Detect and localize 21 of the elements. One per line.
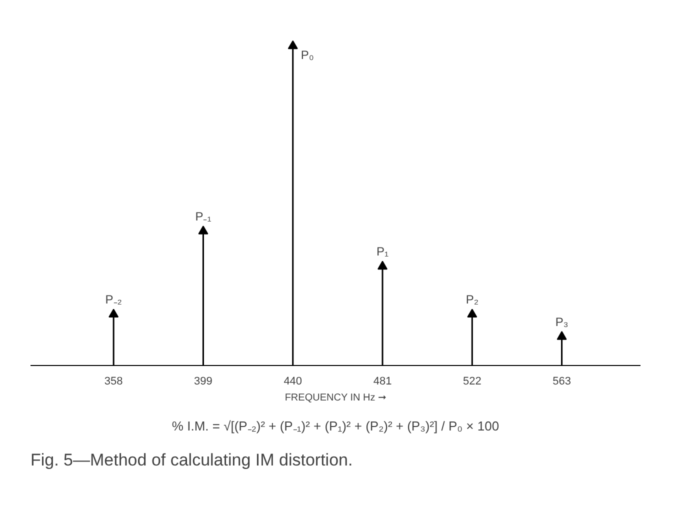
- x-tick-label: 563: [552, 376, 571, 388]
- x-tick-label: 481: [373, 376, 392, 388]
- point: [198, 226, 208, 234]
- annotation: P₋₁: [195, 209, 212, 224]
- x-tick-label: 399: [194, 376, 212, 388]
- point: [288, 40, 298, 50]
- x-tick-label: 440: [284, 376, 302, 388]
- point: [378, 260, 388, 270]
- point: [556, 331, 567, 340]
- x-tick-label: 522: [462, 376, 482, 388]
- annotation: P₃: [555, 314, 568, 329]
- x-axis-title: FREQUENCY IN Hz ➞: [284, 392, 386, 404]
- text: Fig. 5—Method of calculating IM distortion.: [30, 450, 353, 470]
- point: [108, 308, 119, 318]
- point: [467, 308, 478, 318]
- x-tick-label: 358: [104, 376, 123, 388]
- annotation: P₂: [466, 292, 479, 306]
- text: % I.M. = √[(P₋₂)² + (P₋₁)² + (P₁)² + (P₂)² + (P₃)²] / P₀ × 100: [172, 418, 500, 434]
- annotation: P₋₂: [105, 292, 122, 306]
- annotation: P₀: [300, 48, 314, 62]
- annotation: P₁: [376, 244, 389, 258]
